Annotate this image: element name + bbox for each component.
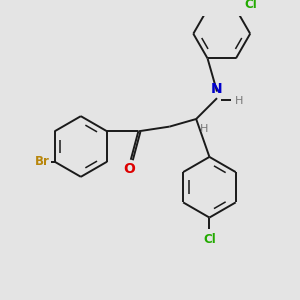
Text: O: O: [123, 162, 135, 176]
Text: N: N: [211, 82, 223, 96]
Text: H: H: [235, 96, 243, 106]
Text: H: H: [200, 124, 208, 134]
Text: Cl: Cl: [203, 233, 216, 246]
Text: Br: Br: [35, 155, 50, 168]
Text: Cl: Cl: [244, 0, 257, 11]
